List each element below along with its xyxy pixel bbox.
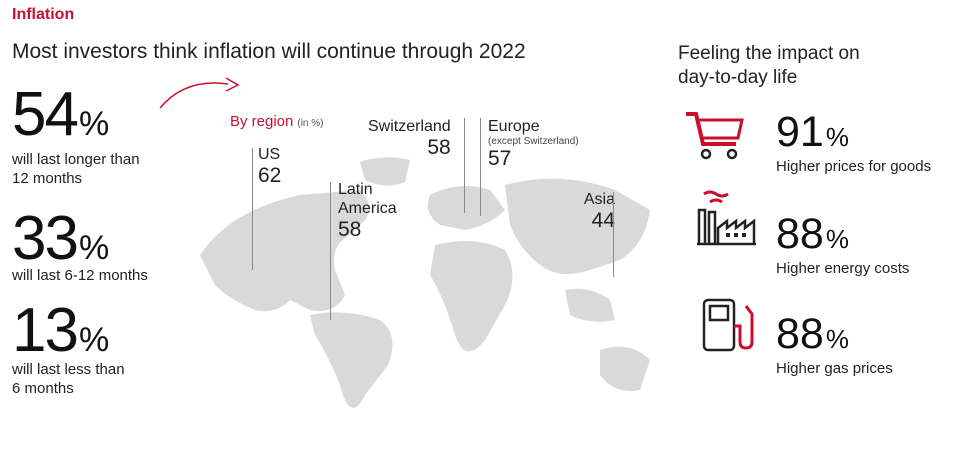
region-latin-america: Latin America 58 [338, 181, 397, 241]
leader-line-latin-america [330, 182, 331, 320]
impact-label-gas: Higher gas prices [776, 360, 893, 377]
stat-value-54: 54% [12, 80, 110, 149]
shopping-cart-icon [686, 112, 744, 160]
stat-value-33: 33% [12, 204, 110, 273]
impact-label-energy: Higher energy costs [776, 260, 910, 277]
headline: Most investors think inflation will cont… [12, 40, 526, 63]
region-us: US 62 [258, 146, 282, 187]
curved-arrow-icon [159, 77, 240, 109]
leader-line-switzerland [464, 118, 465, 213]
impact-value-gas: 88% [776, 310, 849, 358]
leader-line-asia [613, 192, 614, 277]
stat-text-54: will last longer than 12 months [12, 151, 140, 187]
section-label: Inflation [12, 6, 75, 23]
region-europe: Europe (except Switzerland) 57 [488, 118, 579, 170]
gas-pump-icon [702, 298, 754, 352]
by-region-label: By region (in %) [230, 113, 324, 130]
leader-line-us [252, 148, 253, 270]
stat-value-13: 13% [12, 296, 110, 365]
stat-text-33: will last 6-12 months [12, 267, 148, 284]
factory-icon [697, 190, 756, 246]
leader-line-europe [480, 118, 481, 216]
region-asia: Asia 44 [583, 191, 615, 232]
region-switzerland: Switzerland 58 [368, 118, 451, 159]
stat-text-13: will last less than 6 months [12, 361, 125, 397]
impact-value-energy: 88% [776, 210, 849, 258]
impact-value-goods: 91% [776, 108, 849, 156]
impact-label-goods: Higher prices for goods [776, 158, 932, 175]
impact-title: Feeling the impact on day-to-day life [678, 43, 860, 88]
